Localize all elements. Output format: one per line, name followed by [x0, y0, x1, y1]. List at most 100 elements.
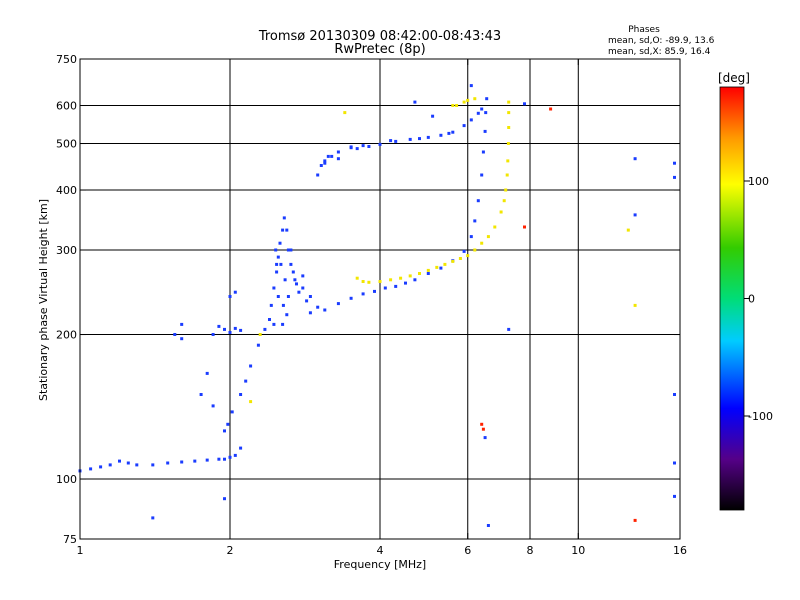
data-point	[326, 154, 330, 158]
data-point	[480, 107, 484, 111]
data-point	[486, 235, 490, 239]
data-point	[505, 173, 509, 177]
colorbar	[719, 86, 745, 511]
data-point	[180, 460, 184, 464]
data-point	[673, 494, 676, 498]
colorbar-tick-label: 100	[748, 175, 769, 188]
data-point	[275, 270, 279, 274]
data-point	[295, 282, 298, 286]
data-point	[502, 199, 506, 203]
data-point	[305, 299, 309, 303]
data-point	[263, 327, 267, 331]
data-point	[418, 137, 421, 141]
data-point	[431, 114, 435, 118]
data-point	[394, 284, 398, 288]
data-point	[426, 135, 430, 139]
x-tick-label: 6	[464, 544, 471, 557]
data-point	[367, 145, 371, 148]
data-point	[275, 262, 279, 266]
x-axis-ticks: 1 2 4 6 8 10 16	[77, 59, 687, 557]
data-point	[439, 266, 443, 270]
data-point	[289, 248, 293, 252]
data-point	[151, 463, 155, 467]
data-point	[485, 97, 489, 101]
data-point	[281, 228, 285, 232]
y-tick-label: 200	[56, 329, 77, 342]
data-point	[507, 100, 511, 104]
data-point	[451, 259, 455, 263]
data-point	[473, 219, 477, 223]
data-point	[480, 241, 484, 245]
data-point	[447, 131, 451, 135]
data-point	[458, 257, 462, 260]
colorbar-tick-label: -100	[748, 410, 773, 423]
data-point	[281, 322, 285, 326]
data-point	[633, 518, 637, 522]
data-point	[455, 104, 459, 107]
y-tick-label: 300	[56, 244, 77, 257]
colorbar-label: [deg]	[718, 71, 750, 85]
data-point	[279, 262, 283, 266]
data-point	[673, 461, 676, 465]
data-point	[223, 429, 226, 433]
data-point	[239, 446, 243, 450]
data-point	[394, 139, 398, 143]
data-point	[223, 497, 226, 501]
data-point	[378, 280, 382, 283]
data-point	[389, 139, 393, 143]
data-point	[99, 465, 103, 469]
data-point	[486, 524, 490, 527]
data-point	[523, 102, 526, 106]
data-point	[480, 173, 484, 177]
data-point	[507, 327, 511, 331]
data-point	[272, 286, 276, 290]
data-point	[249, 400, 253, 404]
data-point	[239, 328, 243, 332]
data-point	[319, 164, 323, 167]
data-point	[439, 133, 443, 137]
data-point	[274, 248, 278, 252]
x-tick-label: 4	[377, 544, 384, 557]
data-point	[108, 463, 112, 467]
data-point	[413, 278, 417, 282]
data-point	[316, 305, 320, 309]
x-axis-label: Frequency [MHz]	[334, 558, 426, 571]
data-point	[256, 343, 260, 347]
phase-stats-o: mean, sd,O: -89.9, 13.6	[608, 36, 715, 46]
data-point	[217, 324, 221, 328]
data-point	[483, 129, 487, 133]
data-point	[483, 436, 487, 440]
data-point	[297, 290, 301, 294]
data-point	[173, 333, 177, 336]
data-point	[276, 295, 280, 298]
data-point	[466, 254, 470, 258]
y-tick-label: 750	[56, 53, 77, 66]
chart-subtitle: RwPretec (8p)	[334, 42, 425, 57]
data-point	[289, 262, 293, 266]
data-point	[469, 235, 473, 239]
data-point	[135, 463, 139, 467]
data-point	[233, 453, 237, 457]
data-point	[499, 210, 503, 214]
data-point	[506, 159, 510, 163]
x-tick-label: 2	[227, 544, 234, 557]
data-point	[230, 410, 234, 414]
data-point	[451, 130, 455, 134]
data-point	[481, 427, 485, 431]
data-point	[228, 455, 232, 459]
data-point	[286, 295, 290, 298]
y-tick-label: 400	[56, 184, 77, 197]
data-point	[308, 295, 312, 298]
data-point	[673, 161, 676, 165]
data-point	[343, 111, 347, 115]
data-point	[413, 100, 417, 104]
data-point	[426, 268, 430, 272]
x-tick-label: 16	[673, 544, 687, 557]
data-point	[462, 124, 466, 128]
data-point	[506, 142, 510, 145]
data-point	[323, 161, 327, 165]
data-point	[272, 322, 276, 326]
data-point	[523, 225, 526, 229]
data-point	[507, 111, 511, 115]
colorbar-ticks: 100 0 -100	[744, 175, 773, 423]
